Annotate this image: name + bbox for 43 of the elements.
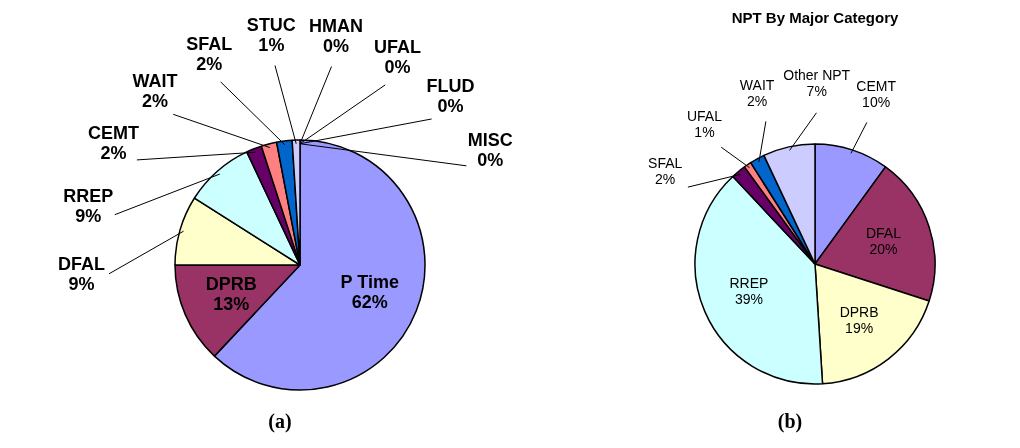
- slice-label: RREP: [729, 275, 769, 292]
- data-label: 13%: [213, 293, 250, 314]
- data-label: 9%: [68, 274, 95, 295]
- slice-label: CEMT: [87, 123, 139, 144]
- data-label: 1%: [694, 123, 715, 140]
- data-label: 2%: [655, 171, 676, 188]
- data-label: 2%: [746, 93, 768, 110]
- category-label: FLUD: [426, 76, 475, 97]
- slice-label: UFAL: [686, 107, 723, 124]
- data-label: 2%: [196, 53, 223, 74]
- slice-label: WAIT: [132, 70, 178, 91]
- category-label: UFAL: [374, 36, 422, 57]
- text: 0%: [477, 150, 504, 171]
- text: 0%: [323, 35, 350, 56]
- data-label: 7%: [806, 82, 827, 99]
- text: (a): [267, 410, 293, 433]
- data-label: 20%: [869, 240, 898, 257]
- data-label: 2%: [100, 143, 127, 164]
- text: (b): [776, 410, 804, 433]
- category-label: MISC: [467, 130, 513, 151]
- slice-label: CEMT: [856, 78, 897, 95]
- slice-label: DFAL: [57, 254, 105, 275]
- data-label: 19%: [845, 319, 874, 336]
- data-label: 2%: [141, 90, 168, 111]
- slice-label: DPRB: [205, 273, 257, 294]
- slice-label: Other NPT: [783, 66, 851, 83]
- slice-label: WAIT: [739, 77, 775, 94]
- slice-label: DFAL: [865, 224, 902, 241]
- chart-title: NPT By Major Category: [731, 9, 900, 27]
- data-label: 62%: [351, 291, 388, 312]
- slice-label: STUC: [246, 14, 296, 35]
- text: 0%: [437, 96, 464, 117]
- data-label: 9%: [75, 206, 102, 227]
- slice-label: DPRB: [839, 303, 879, 320]
- slice-label: RREP: [63, 186, 114, 207]
- slice-label: SFAL: [648, 155, 683, 172]
- data-label: 39%: [734, 291, 763, 308]
- slice-label: SFAL: [186, 33, 233, 54]
- slice-label: P Time: [340, 271, 399, 292]
- text: 0%: [384, 56, 411, 77]
- data-label: 10%: [862, 94, 891, 111]
- category-label: HMAN: [309, 15, 364, 36]
- data-label: 1%: [258, 34, 285, 55]
